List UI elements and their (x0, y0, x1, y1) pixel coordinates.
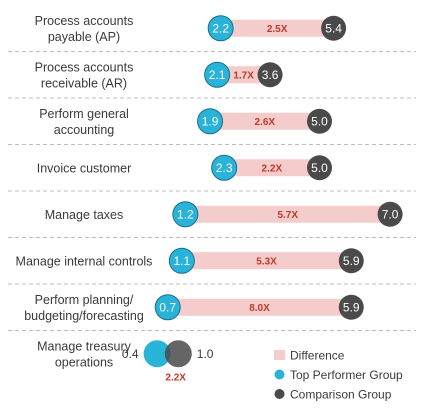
legend-difference-label: Difference (290, 349, 345, 363)
legend-difference-swatch (274, 350, 285, 360)
category-label-line: Perform planning/ (35, 293, 134, 307)
category-label-line: Invoice customer (37, 161, 131, 175)
legend-comparison-label: Comparison Group (290, 388, 392, 402)
top-performer-value: 2.1 (209, 68, 226, 82)
comparison-value: 5.9 (343, 300, 360, 314)
comparison-point (321, 15, 347, 41)
top-performer-value: 2.3 (216, 161, 233, 175)
category-label: Invoice customer (37, 161, 131, 175)
category-label: Perform planning/budgeting/forecasting (24, 293, 144, 323)
chart-row: Manage taxes 5.7X 1.2 7.0 (8, 201, 416, 238)
ratio-label: 2.6X (254, 117, 275, 128)
ratio-label: 2.2X (262, 163, 283, 174)
top-performer-value: 0.4 (122, 347, 139, 361)
category-label-line: Manage treasury (37, 339, 132, 353)
top-performer-value: 0.7 (159, 300, 176, 314)
top-performer-point (197, 108, 224, 135)
category-label-line: receivable (AR) (41, 76, 127, 90)
comparison-point (338, 294, 364, 320)
chart-row: Process accounts receivable (AR) 1.7X 2.1 3.… (8, 60, 416, 99)
comparison-point (307, 108, 332, 134)
difference-bar (217, 66, 271, 84)
top-performer-value: 1.1 (173, 254, 190, 268)
top-performer-value: 1.2 (177, 207, 194, 221)
ratio-label: 5.3X (256, 256, 277, 267)
chart-legend: Difference Top Performer Group Comparison … (274, 349, 403, 402)
ratio-label: 5.7X (277, 210, 298, 221)
category-label-line: Perform general (39, 107, 129, 121)
top-performer-point (154, 294, 181, 321)
category-label: Manage taxes (45, 208, 124, 222)
comparison-value: 7.0 (382, 207, 399, 221)
top-performer-point (168, 247, 195, 274)
category-label: Perform general accounting (39, 107, 129, 137)
top-performer-value: 2.2 (212, 21, 229, 35)
ratio-label: 8.0X (249, 303, 270, 314)
comparison-value: 5.4 (325, 21, 342, 35)
ratio-label: 1.7X (233, 70, 254, 81)
difference-bar (210, 112, 320, 130)
comparison-value: 3.6 (262, 68, 279, 82)
chart-row: Manage treasury operations 0.4 1.0 2.2X (37, 339, 214, 383)
category-label-line: accounting (54, 123, 115, 137)
category-label-line: Process accounts (35, 60, 134, 74)
legend-top-performer-label: Top Performer Group (290, 368, 403, 382)
chart-rows: Process accounts payable (AP)2.5X2.2 5.4Pr… (8, 14, 416, 383)
legend-comparison-swatch (274, 389, 285, 399)
difference-bar (167, 298, 352, 316)
comparison-value: 5.0 (311, 161, 328, 175)
difference-bar (220, 19, 334, 37)
category-label: Manage treasury operations (37, 339, 132, 369)
comparison-value: 1.0 (197, 347, 214, 361)
category-label-line: budgeting/forecasting (24, 309, 144, 323)
chart-row: Invoice customer 2.2X 2.3 5.0 (8, 154, 416, 192)
ratio-label: 2.2X (165, 372, 186, 383)
category-label-line: Process accounts (35, 14, 134, 28)
chart-row: Perform planning/budgeting/forecasting 8.… (8, 293, 416, 331)
category-label-line: payable (AP) (48, 30, 120, 44)
top-performer-point (207, 15, 234, 42)
comparison-point (338, 248, 364, 274)
ratio-label: 2.5X (267, 24, 288, 35)
top-performer-point (211, 154, 238, 181)
difference-bar (224, 159, 320, 177)
difference-bar (185, 205, 391, 223)
comparison-point (377, 201, 403, 227)
category-label: Manage internal controls (16, 254, 153, 268)
comparison-point (257, 62, 283, 88)
category-label: Process accounts receivable (AR) (35, 60, 134, 90)
category-label: Process accounts payable (AP) (35, 14, 134, 44)
top-performer-point (172, 201, 199, 228)
comparison-value: 5.0 (311, 114, 328, 128)
comparison-point (164, 340, 192, 368)
comparison-point (307, 155, 332, 181)
comparison-value: 5.9 (343, 254, 360, 268)
category-label-line: Manage internal controls (16, 254, 153, 268)
top-performer-point (143, 340, 171, 368)
chart-row: Manage internal controls 5.3X 1.1 5.9 (8, 247, 416, 285)
top-performer-point (204, 61, 231, 88)
difference-bar (181, 252, 352, 270)
category-label-line: Manage taxes (45, 208, 124, 222)
legend-top-performer-swatch (274, 369, 285, 380)
chart-row: Perform general accounting 2.6X 1.9 5.0 (8, 107, 416, 145)
top-performer-value: 1.9 (202, 114, 219, 128)
chart-row: Process accounts payable (AP) 2.5X 2.2 5.4 (8, 14, 416, 52)
category-label-line: operations (55, 355, 113, 369)
